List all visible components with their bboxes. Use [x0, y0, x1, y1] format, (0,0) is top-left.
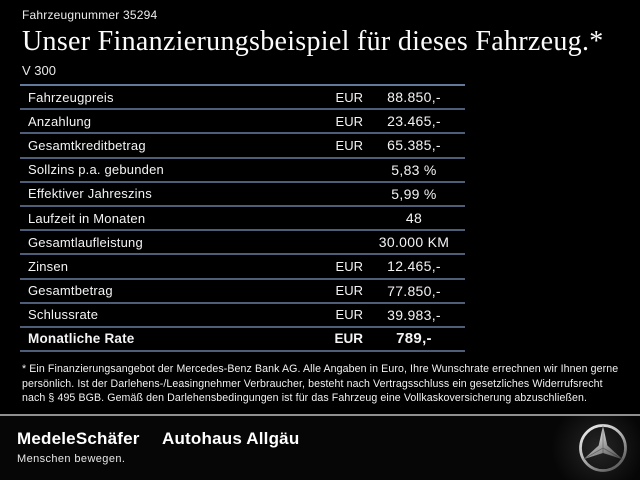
row-label: Zinsen: [28, 258, 69, 274]
row-label: Monatliche Rate: [28, 331, 135, 347]
table-row: Schlussrate EUR 39.983,-: [20, 304, 465, 328]
row-currency: EUR: [335, 137, 363, 153]
dealer-logo: MedeleSchäfer: [17, 429, 140, 448]
row-currency: EUR: [335, 113, 363, 129]
row-currency: EUR: [335, 89, 363, 105]
header: Fahrzeugnummer 35294 Unser Finanzierungs…: [22, 8, 622, 78]
row-value: 39.983,-: [387, 306, 441, 323]
row-label: Gesamtkreditbetrag: [28, 137, 146, 153]
legal-footnote: * Ein Finanzierungsangebot der Mercedes-…: [22, 363, 619, 405]
row-label: Schlussrate: [28, 307, 99, 323]
row-currency: EUR: [335, 258, 363, 274]
row-currency: EUR: [334, 331, 363, 347]
table-row: Effektiver Jahreszins 5,99 %: [20, 183, 465, 207]
page-title: Unser Finanzierungsbeispiel für dieses F…: [22, 26, 604, 57]
table-row: Gesamtbetrag EUR 77.850,-: [20, 280, 465, 304]
table-row: Monatliche Rate EUR 789,-: [20, 328, 465, 353]
row-label: Anzahlung: [28, 113, 92, 129]
vehicle-number: Fahrzeugnummer 35294: [22, 8, 158, 22]
row-value: 48: [405, 210, 423, 227]
star-glow: [530, 416, 640, 480]
row-currency: EUR: [335, 307, 363, 323]
row-value: 65.385,-: [387, 137, 441, 154]
row-currency: EUR: [335, 283, 363, 299]
row-label: Laufzeit in Monaten: [28, 210, 146, 226]
row-value: 12.465,-: [387, 258, 441, 275]
table-row: Fahrzeugpreis EUR 88.850,-: [20, 86, 465, 111]
row-value: 30.000 KM: [378, 234, 450, 251]
row-label: Effektiver Jahreszins: [28, 186, 152, 202]
row-label: Fahrzeugpreis: [28, 89, 114, 105]
row-label: Sollzins p.a. gebunden: [28, 162, 164, 178]
row-value: 789,-: [396, 330, 432, 348]
row-value: 23.465,-: [387, 113, 441, 130]
table-row: Sollzins p.a. gebunden 5,83 %: [20, 159, 465, 183]
table-row: Zinsen EUR 12.465,-: [20, 255, 465, 280]
table-row: Gesamtlaufleistung 30.000 KM: [20, 231, 465, 256]
vehicle-model: V 300: [22, 63, 56, 78]
table-row: Laufzeit in Monaten 48: [20, 207, 465, 232]
row-value: 77.850,-: [387, 282, 441, 299]
row-label: Gesamtlaufleistung: [28, 234, 143, 250]
table-row: Gesamtkreditbetrag EUR 65.385,-: [20, 134, 465, 159]
dealer-tagline: Menschen bewegen.: [17, 453, 126, 465]
mercedes-star-icon: [578, 423, 628, 473]
row-label: Gesamtbetrag: [28, 283, 113, 299]
dealer-logo-block: MedeleSchäfer Menschen bewegen.: [17, 429, 140, 465]
row-value: 5,83 %: [391, 161, 437, 178]
row-value: 88.850,-: [387, 89, 441, 106]
dealer-logo-secondary: Autohaus Allgäu: [162, 429, 300, 448]
table-row: Anzahlung EUR 23.465,-: [20, 110, 465, 135]
footer-bar: MedeleSchäfer Menschen bewegen. Autohaus…: [0, 414, 640, 480]
row-value: 5,99 %: [391, 185, 437, 202]
financing-table: Fahrzeugpreis EUR 88.850,- Anzahlung EUR 23.4…: [20, 84, 465, 353]
